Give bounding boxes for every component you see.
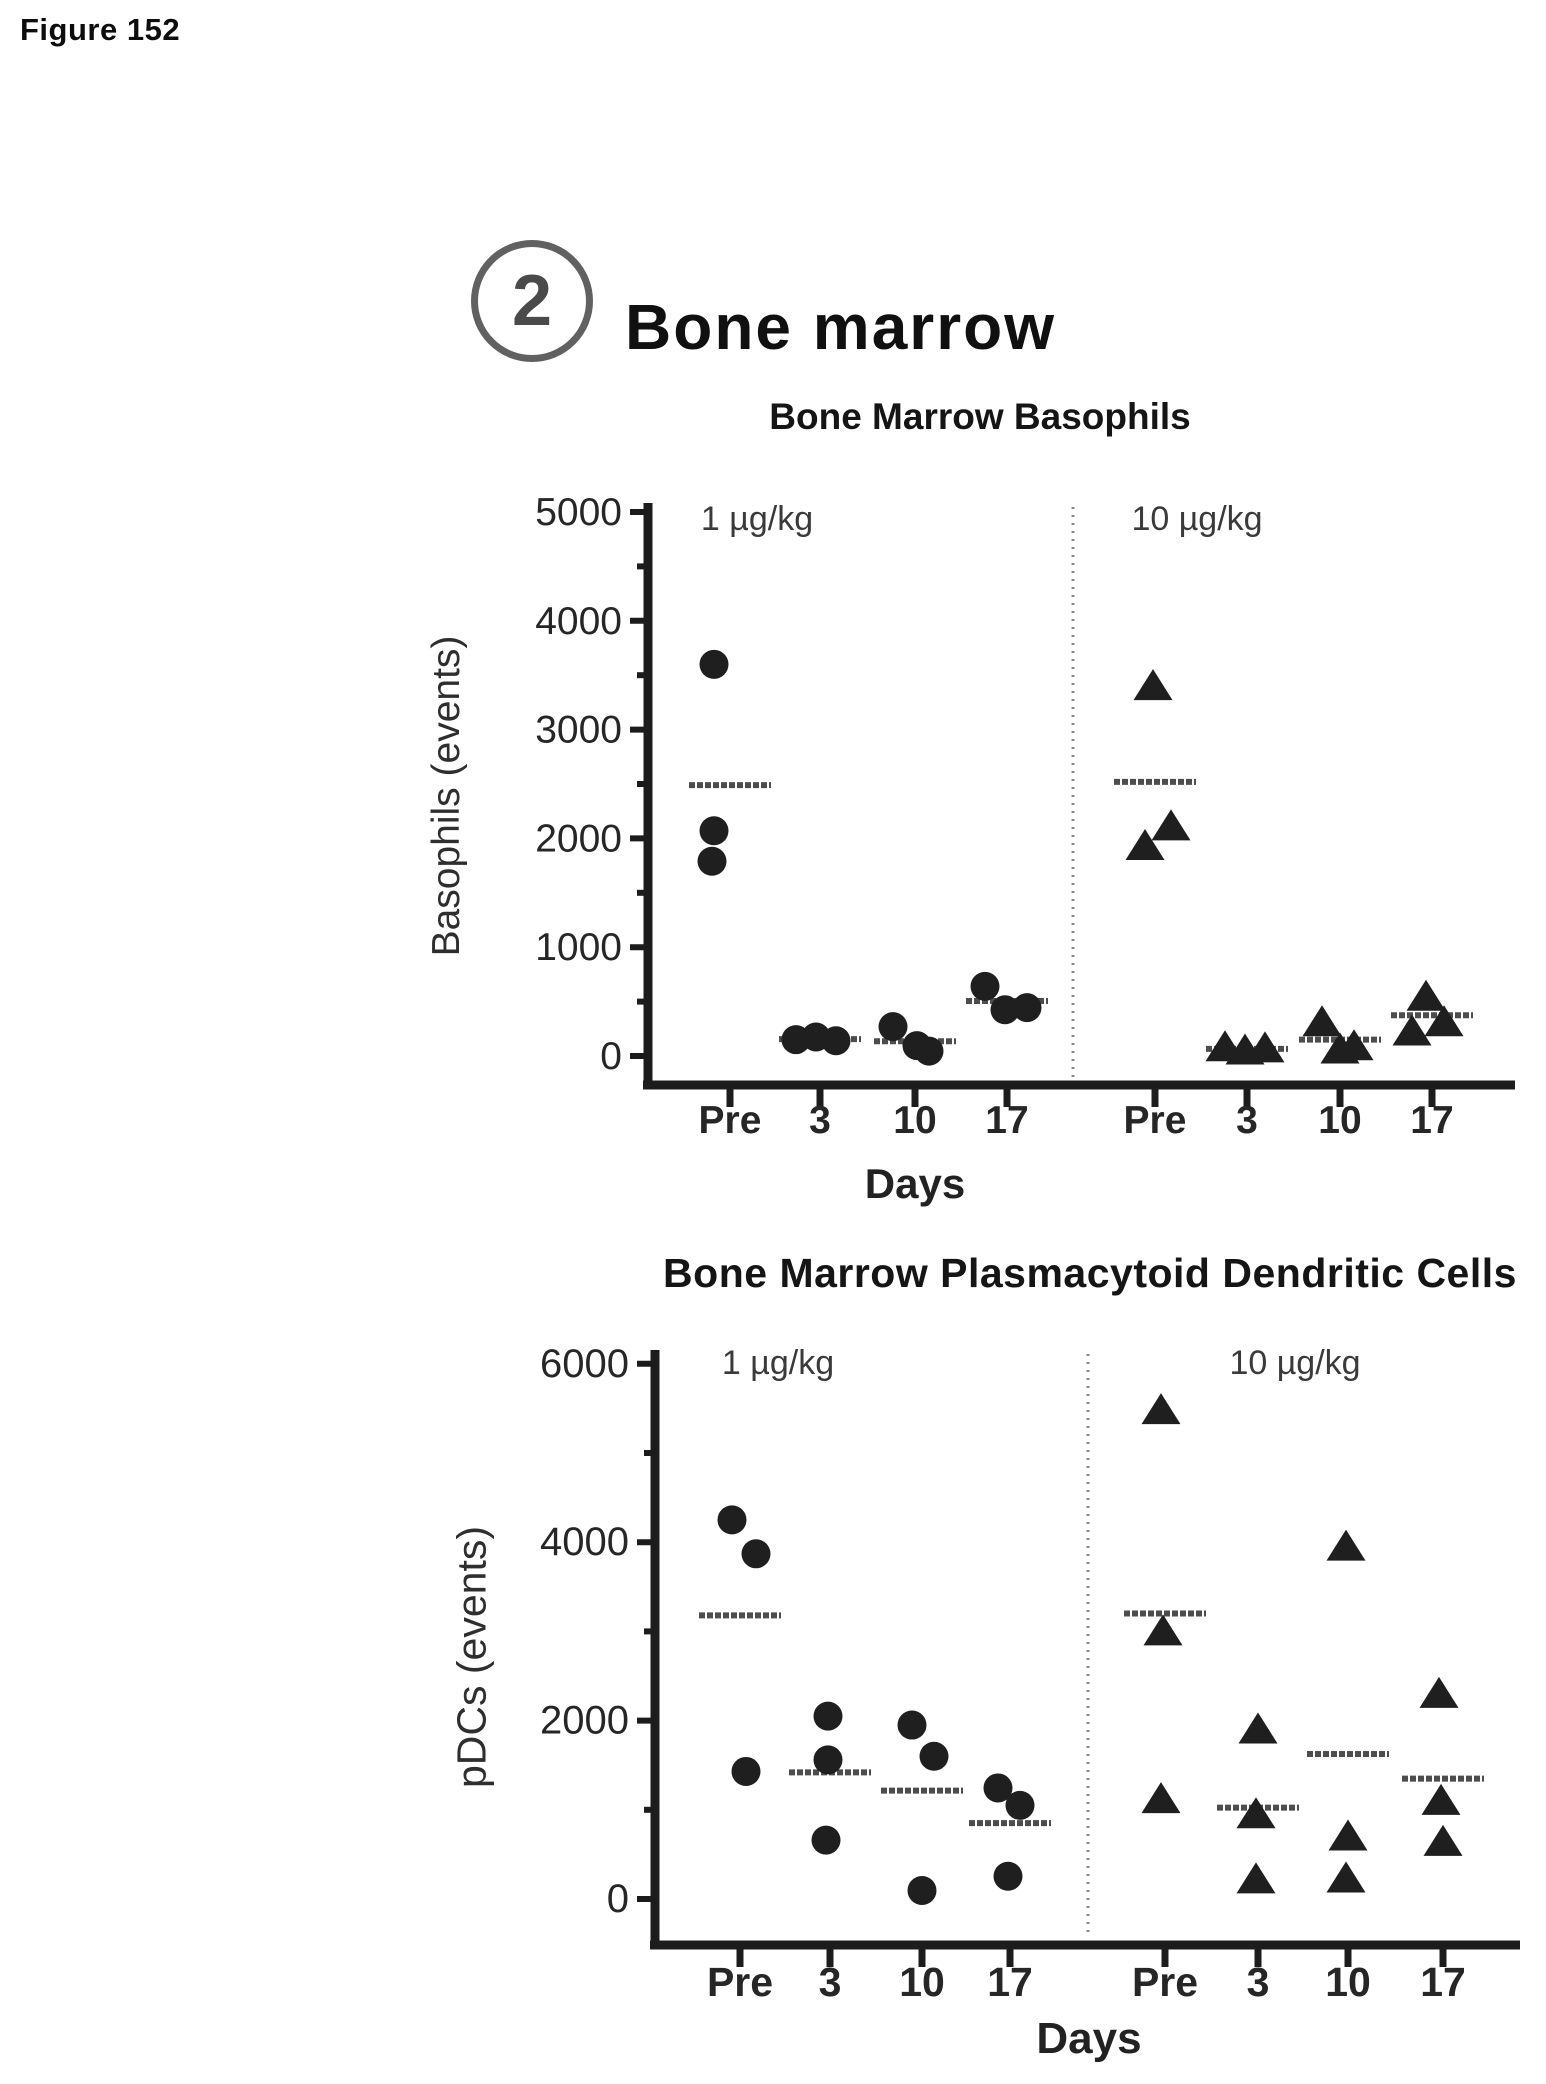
x-tick-label: Pre: [1124, 1099, 1187, 1142]
data-point-triangle: [1236, 1797, 1276, 1829]
data-point-triangle: [1406, 979, 1446, 1011]
data-point-circle: [970, 971, 1000, 1001]
data-point-circle: [1012, 993, 1042, 1023]
data-point-triangle: [1421, 1783, 1461, 1815]
data-point-triangle: [1245, 1031, 1285, 1063]
data-point-triangle: [1392, 1014, 1432, 1046]
x-tick-label: 17: [1410, 1099, 1453, 1142]
data-point-circle: [990, 995, 1020, 1025]
data-point-circle: [919, 1741, 949, 1771]
chart2-x-axis-title: Days: [1036, 2014, 1142, 2063]
data-point-circle: [717, 1505, 747, 1535]
data-point-circle: [993, 1861, 1023, 1891]
chart2-title: Bone Marrow Plasmacytoid Dendritic Cells: [663, 1250, 1517, 1296]
figure-label: Figure 152: [20, 12, 181, 47]
data-point-triangle: [1423, 1824, 1463, 1856]
x-tick-label: 3: [1247, 1959, 1270, 2005]
x-tick-label: 10: [899, 1959, 945, 2005]
data-point-circle: [813, 1701, 843, 1731]
y-tick-label: 0: [600, 1035, 622, 1078]
data-point-triangle: [1419, 1676, 1459, 1708]
data-point-circle: [907, 1876, 937, 1906]
data-point-circle: [983, 1773, 1013, 1803]
y-tick-label: 2000: [535, 817, 622, 860]
data-point-triangle: [1334, 1029, 1374, 1061]
data-point-circle: [731, 1756, 761, 1786]
data-point-triangle: [1238, 1712, 1278, 1744]
x-tick-label: 17: [985, 1099, 1028, 1142]
data-point-triangle: [1151, 809, 1191, 841]
data-point-circle: [699, 816, 729, 846]
x-tick-label: 10: [1318, 1099, 1361, 1142]
x-tick-label: 3: [819, 1959, 842, 2005]
chart1-title: Bone Marrow Basophils: [769, 396, 1191, 437]
data-point-circle: [821, 1026, 851, 1056]
x-tick-label: 3: [1236, 1099, 1258, 1142]
data-point-triangle: [1424, 1005, 1464, 1037]
data-point-triangle: [1125, 829, 1165, 861]
chart2-group-label-10ugkg: 10 µg/kg: [1229, 1344, 1361, 1382]
x-tick-label: 3: [809, 1099, 831, 1142]
y-tick-label: 3000: [535, 709, 622, 752]
section-title: Bone marrow: [625, 291, 1056, 363]
x-tick-label: Pre: [707, 1959, 773, 2005]
x-tick-label: 17: [1420, 1959, 1466, 2005]
data-point-circle: [878, 1012, 908, 1042]
data-point-triangle: [1302, 1005, 1342, 1037]
data-point-triangle: [1236, 1862, 1276, 1894]
data-point-circle: [741, 1539, 771, 1569]
data-point-circle: [1005, 1790, 1035, 1820]
data-point-triangle: [1141, 1782, 1181, 1814]
data-point-triangle: [1326, 1529, 1366, 1561]
section-number-badge: 2: [471, 240, 593, 362]
data-point-triangle: [1328, 1819, 1368, 1851]
chart1-group-label-1ugkg: 1 µg/kg: [700, 500, 814, 538]
data-point-circle: [697, 846, 727, 876]
y-tick-label: 4000: [540, 1520, 629, 1564]
data-point-triangle: [1133, 669, 1173, 701]
chart1-group-label-10ugkg: 10 µg/kg: [1131, 500, 1263, 538]
data-point-circle: [897, 1710, 927, 1740]
y-tick-label: 4000: [535, 600, 622, 643]
section-number: 2: [511, 261, 553, 341]
chart1-x-axis-title: Days: [864, 1160, 966, 1207]
x-tick-label: Pre: [1132, 1959, 1198, 2005]
data-point-triangle: [1143, 1614, 1183, 1646]
data-point-circle: [914, 1036, 944, 1066]
data-point-triangle: [1326, 1861, 1366, 1893]
data-point-circle: [811, 1825, 841, 1855]
x-tick-label: 10: [1325, 1959, 1371, 2005]
y-tick-label: 0: [607, 1877, 629, 1921]
data-point-circle: [699, 649, 729, 679]
x-tick-label: Pre: [699, 1099, 762, 1142]
x-tick-label: 10: [893, 1099, 936, 1142]
data-point-triangle: [1141, 1393, 1181, 1425]
x-tick-label: 17: [987, 1959, 1033, 2005]
y-tick-label: 6000: [540, 1342, 629, 1386]
y-tick-label: 5000: [535, 491, 622, 534]
data-point-circle: [813, 1745, 843, 1775]
y-tick-label: 2000: [540, 1699, 629, 1743]
y-tick-label: 1000: [535, 926, 622, 969]
chart2-group-label-1ugkg: 1 µg/kg: [721, 1344, 835, 1382]
